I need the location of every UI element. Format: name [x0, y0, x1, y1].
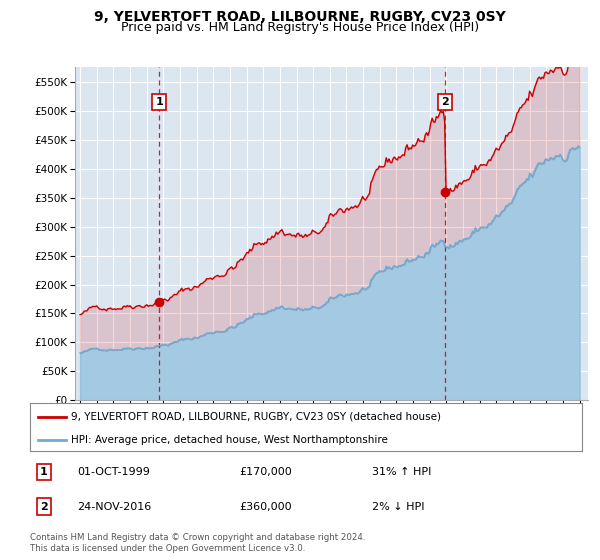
Text: 9, YELVERTOFT ROAD, LILBOURNE, RUGBY, CV23 0SY: 9, YELVERTOFT ROAD, LILBOURNE, RUGBY, CV…	[94, 10, 506, 24]
Text: 9, YELVERTOFT ROAD, LILBOURNE, RUGBY, CV23 0SY (detached house): 9, YELVERTOFT ROAD, LILBOURNE, RUGBY, CV…	[71, 412, 442, 422]
Text: 2: 2	[40, 502, 47, 511]
Text: 24-NOV-2016: 24-NOV-2016	[77, 502, 151, 511]
Text: 2: 2	[441, 97, 449, 107]
Text: 1: 1	[155, 97, 163, 107]
Text: 2% ↓ HPI: 2% ↓ HPI	[372, 502, 425, 511]
Text: Contains HM Land Registry data © Crown copyright and database right 2024.
This d: Contains HM Land Registry data © Crown c…	[30, 533, 365, 553]
Text: HPI: Average price, detached house, West Northamptonshire: HPI: Average price, detached house, West…	[71, 435, 388, 445]
Text: £170,000: £170,000	[240, 466, 293, 477]
Text: 1: 1	[40, 466, 47, 477]
Text: £360,000: £360,000	[240, 502, 292, 511]
Text: Price paid vs. HM Land Registry's House Price Index (HPI): Price paid vs. HM Land Registry's House …	[121, 21, 479, 34]
Text: 01-OCT-1999: 01-OCT-1999	[77, 466, 150, 477]
Text: 31% ↑ HPI: 31% ↑ HPI	[372, 466, 431, 477]
